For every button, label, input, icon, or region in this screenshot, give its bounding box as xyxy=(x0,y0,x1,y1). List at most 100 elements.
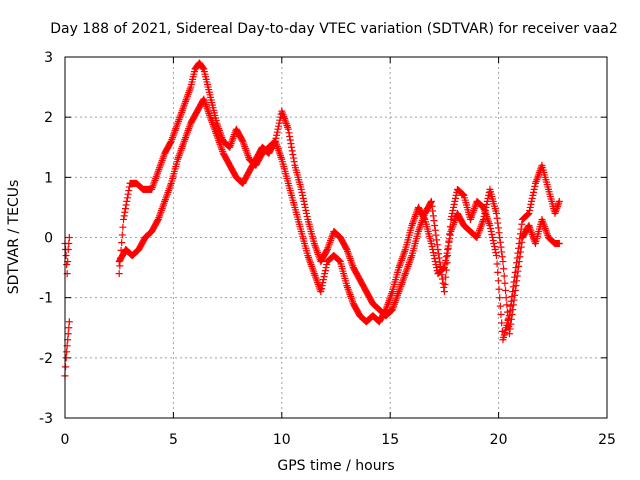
data-point xyxy=(497,243,505,251)
data-point xyxy=(301,200,309,208)
data-point xyxy=(492,252,500,260)
data-point xyxy=(488,230,496,238)
data-point xyxy=(446,235,454,243)
data-point xyxy=(120,215,128,223)
data-point xyxy=(513,277,521,285)
data-point xyxy=(284,125,292,133)
data-point xyxy=(555,199,563,207)
data-point xyxy=(494,277,502,285)
data-point xyxy=(435,250,443,258)
data-point xyxy=(303,209,311,217)
data-point xyxy=(489,234,497,241)
data-point xyxy=(555,240,563,248)
data-point xyxy=(525,209,533,217)
data-point xyxy=(511,291,519,299)
data-point xyxy=(300,197,308,205)
data-point xyxy=(483,197,491,205)
data-point xyxy=(118,239,126,247)
data-point xyxy=(317,285,325,293)
data-point xyxy=(530,185,538,193)
data-point xyxy=(509,301,517,309)
data-point xyxy=(553,203,561,211)
data-point xyxy=(498,248,506,256)
series-1 xyxy=(61,234,73,380)
data-point xyxy=(342,244,350,252)
data-point xyxy=(481,206,489,214)
data-point xyxy=(531,182,539,190)
data-point xyxy=(487,224,495,232)
data-point xyxy=(63,261,71,269)
data-point xyxy=(449,206,457,214)
data-point xyxy=(440,264,448,272)
data-point xyxy=(381,307,389,315)
data-point xyxy=(323,247,331,255)
data-point xyxy=(481,209,489,217)
data-point xyxy=(512,282,520,290)
data-point xyxy=(432,231,440,239)
data-point xyxy=(524,210,532,218)
data-point xyxy=(440,288,448,296)
data-point xyxy=(517,243,525,251)
data-point xyxy=(440,264,448,272)
y-tick-label: -1 xyxy=(39,291,53,307)
data-point xyxy=(528,194,536,202)
data-point xyxy=(479,215,487,223)
data-point xyxy=(275,122,283,130)
data-point xyxy=(491,246,499,254)
data-point xyxy=(450,203,458,211)
data-point xyxy=(321,267,329,275)
data-point xyxy=(124,190,132,198)
data-point xyxy=(274,125,282,133)
data-point xyxy=(444,246,452,254)
data-point xyxy=(509,306,517,314)
data-point xyxy=(490,243,498,251)
data-point xyxy=(517,225,525,233)
data-point xyxy=(498,253,506,261)
data-point xyxy=(335,256,343,264)
x-tick-label: 15 xyxy=(381,432,399,448)
x-tick-label: 25 xyxy=(598,432,616,448)
data-point xyxy=(431,255,439,263)
data-point xyxy=(493,260,501,268)
data-point xyxy=(119,223,127,231)
data-point xyxy=(442,273,450,281)
data-point xyxy=(448,212,456,220)
data-points xyxy=(61,59,563,380)
data-point xyxy=(482,203,490,211)
data-point xyxy=(459,191,467,199)
data-point xyxy=(492,209,500,217)
data-point xyxy=(65,324,73,332)
data-point xyxy=(507,320,515,328)
data-point xyxy=(495,229,503,237)
data-point xyxy=(480,212,488,220)
data-point xyxy=(318,282,326,290)
x-tick-label: 5 xyxy=(169,432,178,448)
data-point xyxy=(118,231,126,239)
series-3 xyxy=(115,95,563,338)
data-point xyxy=(431,258,439,266)
x-tick-label: 20 xyxy=(490,432,508,448)
data-point xyxy=(507,315,515,323)
data-point xyxy=(429,246,437,254)
y-tick-label: 1 xyxy=(44,170,53,186)
data-point xyxy=(288,147,296,155)
data-point xyxy=(287,140,295,148)
data-point xyxy=(500,272,508,280)
data-point xyxy=(552,208,560,216)
data-point xyxy=(506,325,514,333)
data-point xyxy=(429,207,437,215)
data-point xyxy=(496,302,504,310)
data-point xyxy=(489,237,497,245)
y-tick-label: 3 xyxy=(44,50,53,66)
data-point xyxy=(123,197,131,205)
data-point xyxy=(442,256,450,264)
data-point xyxy=(167,138,175,146)
data-point xyxy=(505,330,513,338)
data-point xyxy=(493,214,501,222)
y-axis-label: SDTVAR / TECUs xyxy=(6,180,22,295)
chart-title: Day 188 of 2021, Sidereal Day-to-day VTE… xyxy=(50,21,618,37)
x-axis-label: GPS time / hours xyxy=(277,458,394,474)
data-point xyxy=(323,261,331,269)
data-point xyxy=(298,188,306,196)
data-point xyxy=(285,129,293,137)
